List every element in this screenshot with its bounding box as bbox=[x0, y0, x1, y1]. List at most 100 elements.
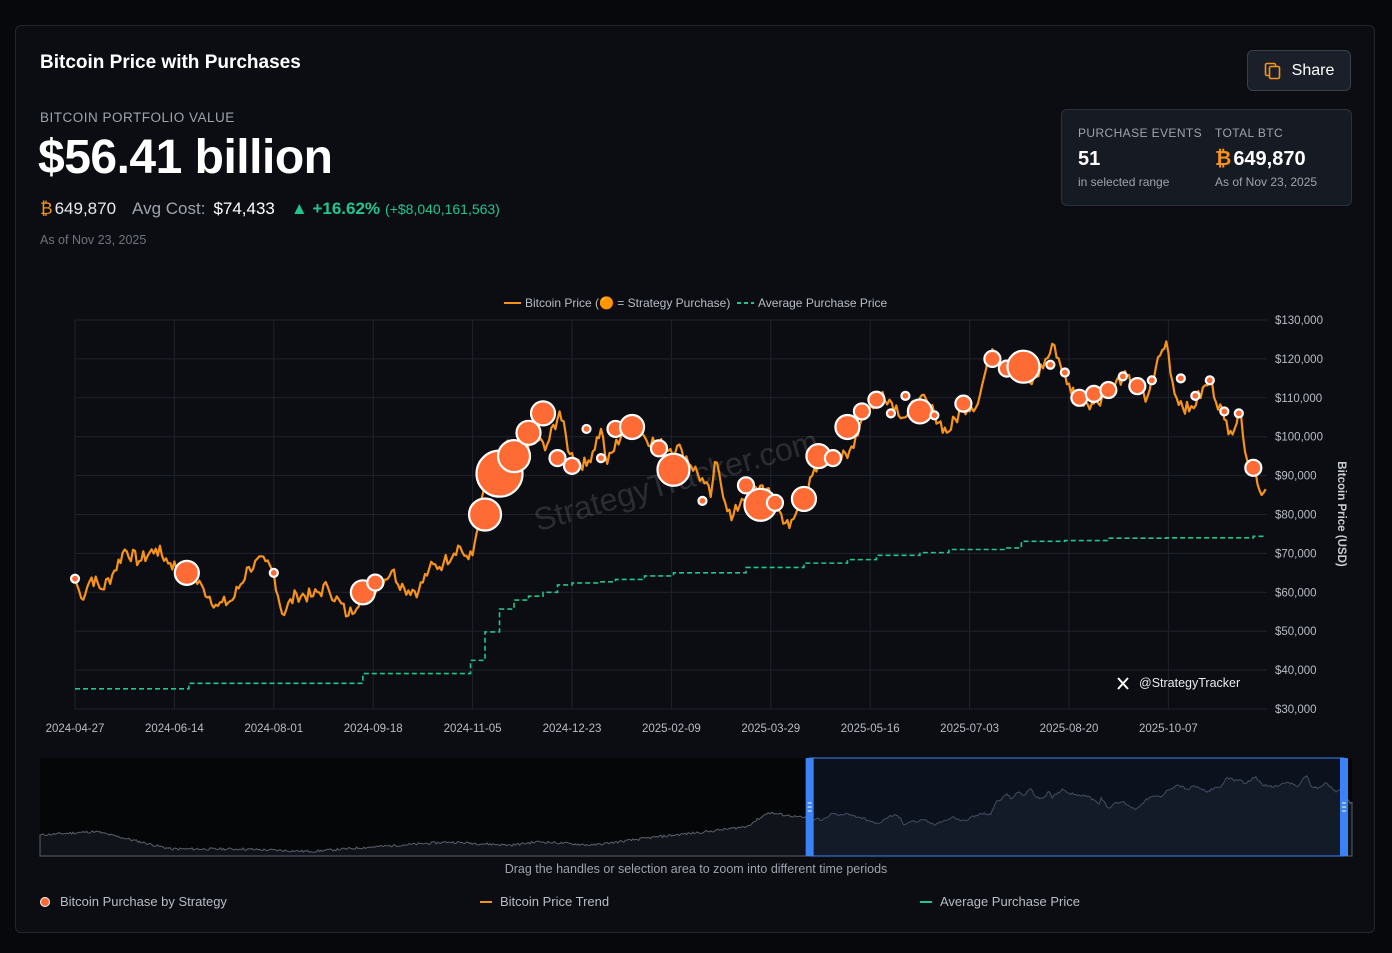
legend-avg-label: Average Purchase Price bbox=[758, 296, 888, 310]
brush-selection[interactable] bbox=[809, 757, 1345, 857]
purchase-marker bbox=[1233, 408, 1244, 419]
x-tick-label: 2025-03-29 bbox=[741, 723, 800, 735]
x-tick-label: 2025-07-03 bbox=[940, 723, 999, 735]
time-brush bbox=[39, 757, 1353, 857]
as-of-date: As of Nov 23, 2025 bbox=[40, 233, 147, 247]
brush-overview-area bbox=[39, 775, 1353, 857]
y-axis-title: Bitcoin Price (USD) bbox=[1335, 461, 1347, 567]
bitcoin-price-line bbox=[73, 340, 1267, 618]
purchase-marker bbox=[548, 448, 567, 468]
purchase-events-label: PURCHASE EVENTS bbox=[1078, 126, 1203, 140]
purchase-marker bbox=[929, 410, 940, 421]
total-btc-label: TOTAL BTC bbox=[1215, 126, 1284, 140]
purchase-marker bbox=[954, 394, 973, 413]
bitcoin-symbol-icon: ₿ bbox=[1215, 148, 1232, 170]
share-button[interactable]: Share bbox=[1247, 50, 1351, 91]
avg-line-icon bbox=[920, 900, 932, 903]
legend-avg: Average Purchase Price bbox=[920, 894, 1080, 909]
purchase-marker bbox=[268, 567, 279, 578]
purchase-marker bbox=[618, 413, 646, 441]
purchase-marker bbox=[885, 408, 897, 419]
legend-trend-label: Bitcoin Price Trend bbox=[500, 894, 610, 909]
x-logo-icon bbox=[1117, 677, 1129, 690]
gain-percent: ▲ +16.62% bbox=[290, 199, 381, 218]
y-tick-label: $80,000 bbox=[1275, 510, 1317, 522]
average-price-line bbox=[75, 535, 1267, 690]
purchase-dot-icon bbox=[40, 896, 50, 907]
x-tick-label: 2024-11-05 bbox=[444, 723, 502, 735]
purchase-marker bbox=[1006, 349, 1041, 384]
purchase-marker bbox=[697, 495, 708, 506]
purchase-marker bbox=[1099, 380, 1118, 400]
x-tick-label: 2025-02-09 bbox=[642, 723, 701, 735]
legend-price-label: Bitcoin Price (🟠 = Strategy Purchase) bbox=[525, 296, 730, 310]
portfolio-stats: ₿ 649,870 Avg Cost: $74,433 ▲ +16.62% (+… bbox=[40, 199, 500, 219]
purchase-marker bbox=[1045, 359, 1056, 370]
y-tick-label: $120,000 bbox=[1275, 354, 1323, 366]
y-tick-label: $130,000 bbox=[1275, 315, 1323, 327]
x-tick-label: 2024-09-18 bbox=[344, 723, 403, 735]
chart-card: Bitcoin Price with Purchases Share BITCO… bbox=[15, 25, 1375, 933]
purchase-marker bbox=[906, 398, 934, 425]
y-tick-label: $90,000 bbox=[1275, 471, 1317, 483]
twitter-handle: @StrategyTracker bbox=[1117, 676, 1240, 690]
purchase-marker bbox=[581, 423, 592, 435]
avg-cost-value: $74,433 bbox=[213, 199, 275, 218]
bitcoin-symbol-icon: ₿ bbox=[40, 199, 53, 218]
x-tick-label: 2024-08-01 bbox=[244, 723, 303, 735]
purchase-marker bbox=[595, 452, 607, 464]
avg-cost-label: Avg Cost: bbox=[132, 199, 206, 218]
summary-box: PURCHASE EVENTS 51 in selected range TOT… bbox=[1061, 109, 1352, 206]
purchase-marker bbox=[1219, 406, 1230, 417]
card-title: Bitcoin Price with Purchases bbox=[40, 52, 301, 73]
purchase-marker bbox=[1128, 377, 1147, 396]
price-chart[interactable]: $30,000 $40,000 $50,000 $60,000 $70,000 $80,0… bbox=[16, 26, 1374, 932]
purchase-marker bbox=[852, 402, 872, 421]
y-tick-label: $30,000 bbox=[1275, 704, 1317, 716]
purchase-marker bbox=[1146, 375, 1157, 386]
purchase-marker bbox=[366, 573, 385, 592]
purchase-marker bbox=[656, 452, 691, 487]
purchase-marker bbox=[69, 573, 81, 584]
purchase-marker bbox=[173, 559, 200, 586]
purchase-marker bbox=[562, 456, 582, 475]
total-btc-value: ₿ 649,870 bbox=[1215, 148, 1317, 171]
total-btc-stat: TOTAL BTC ₿ 649,870 As of Nov 23, 2025 bbox=[1215, 126, 1317, 189]
x-tick-label: 2024-06-14 bbox=[145, 723, 204, 735]
legend-purchase-label: Bitcoin Purchase by Strategy bbox=[60, 894, 227, 909]
purchase-marker bbox=[765, 493, 785, 512]
x-tick-label: 2024-12-23 bbox=[543, 723, 602, 735]
copy-icon bbox=[1264, 62, 1280, 79]
purchase-marker bbox=[834, 413, 861, 441]
x-tick-label: 2024-04-27 bbox=[46, 723, 105, 735]
purchase-marker bbox=[1175, 373, 1186, 384]
purchase-marker bbox=[515, 419, 542, 446]
purchase-marker bbox=[529, 400, 557, 427]
y-tick-label: $110,000 bbox=[1275, 393, 1322, 405]
purchase-events-sub: in selected range bbox=[1078, 175, 1170, 189]
purchase-marker bbox=[790, 485, 818, 513]
trend-line-icon bbox=[480, 900, 492, 903]
purchase-marker bbox=[649, 439, 669, 458]
btc-amount: 649,870 bbox=[54, 199, 117, 218]
purchase-marker bbox=[1204, 375, 1215, 386]
handle-label: @StrategyTracker bbox=[1139, 676, 1240, 690]
total-btc-amount: 649,870 bbox=[1233, 148, 1306, 170]
legend-avg-label: Average Purchase Price bbox=[940, 894, 1080, 909]
x-tick-label: 2025-10-07 bbox=[1139, 723, 1198, 735]
purchase-marker bbox=[1059, 367, 1070, 378]
total-btc-sub: As of Nov 23, 2025 bbox=[1215, 175, 1318, 189]
gain-absolute: (+$8,040,161,563) bbox=[385, 201, 500, 217]
x-tick-label: 2025-08-20 bbox=[1040, 723, 1099, 735]
purchase-marker bbox=[736, 476, 756, 495]
purchase-marker bbox=[823, 448, 843, 468]
purchase-marker bbox=[900, 390, 911, 401]
purchase-marker bbox=[467, 497, 503, 532]
chart-legend: Bitcoin Price (🟠 = Strategy Purchase) Ave… bbox=[504, 296, 888, 310]
y-tick-label: $50,000 bbox=[1275, 626, 1317, 638]
purchase-marker bbox=[983, 349, 1002, 368]
x-tick-label: 2025-05-16 bbox=[841, 723, 900, 735]
share-label: Share bbox=[1291, 61, 1335, 79]
purchase-marker bbox=[496, 439, 532, 474]
legend-trend: Bitcoin Price Trend bbox=[480, 894, 609, 909]
